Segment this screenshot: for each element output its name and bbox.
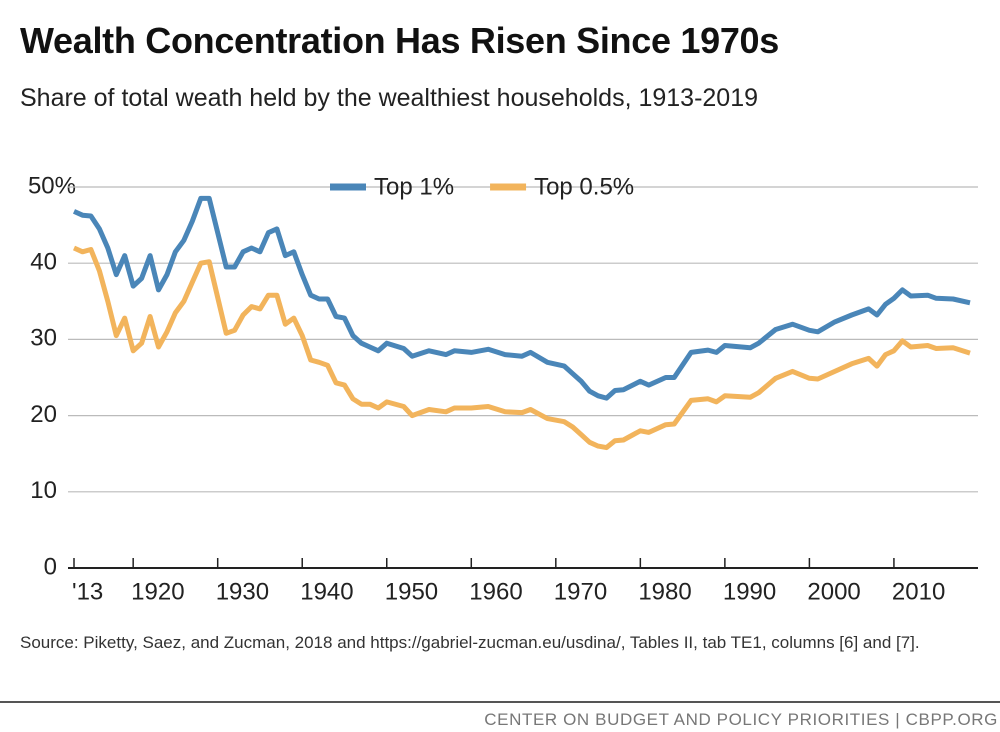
legend-label: Top 0.5% — [534, 173, 634, 200]
y-tick-label: 20 — [30, 401, 57, 428]
y-tick-label: 10 — [30, 477, 57, 504]
x-tick-label: 1990 — [723, 578, 776, 605]
x-tick-label: 1920 — [131, 578, 184, 605]
x-tick-label: 2000 — [807, 578, 860, 605]
divider — [0, 701, 1000, 703]
y-tick-label: 0 — [44, 553, 57, 580]
source-note: Source: Piketty, Saez, and Zucman, 2018 … — [20, 633, 920, 652]
x-tick-label: 1930 — [216, 578, 269, 605]
x-tick-label: '13 — [72, 578, 103, 605]
chart-title: Wealth Concentration Has Risen Since 197… — [20, 20, 779, 61]
x-tick-label: 1970 — [554, 578, 607, 605]
x-tick-label: 1950 — [385, 578, 438, 605]
y-tick-label: 50% — [28, 172, 76, 199]
footer: CENTER ON BUDGET AND POLICY PRIORITIES |… — [484, 710, 998, 729]
chart-subtitle: Share of total weath held by the wealthi… — [20, 84, 759, 112]
x-tick-label: 1980 — [638, 578, 691, 605]
x-tick-label: 2010 — [892, 578, 945, 605]
x-tick-label: 1960 — [469, 578, 522, 605]
data-line — [72, 245, 971, 451]
y-tick-label: 30 — [30, 325, 57, 352]
data-line — [72, 195, 971, 401]
legend-label: Top 1% — [374, 173, 454, 200]
x-tick-label: 1940 — [300, 578, 353, 605]
y-tick-label: 40 — [30, 249, 57, 276]
